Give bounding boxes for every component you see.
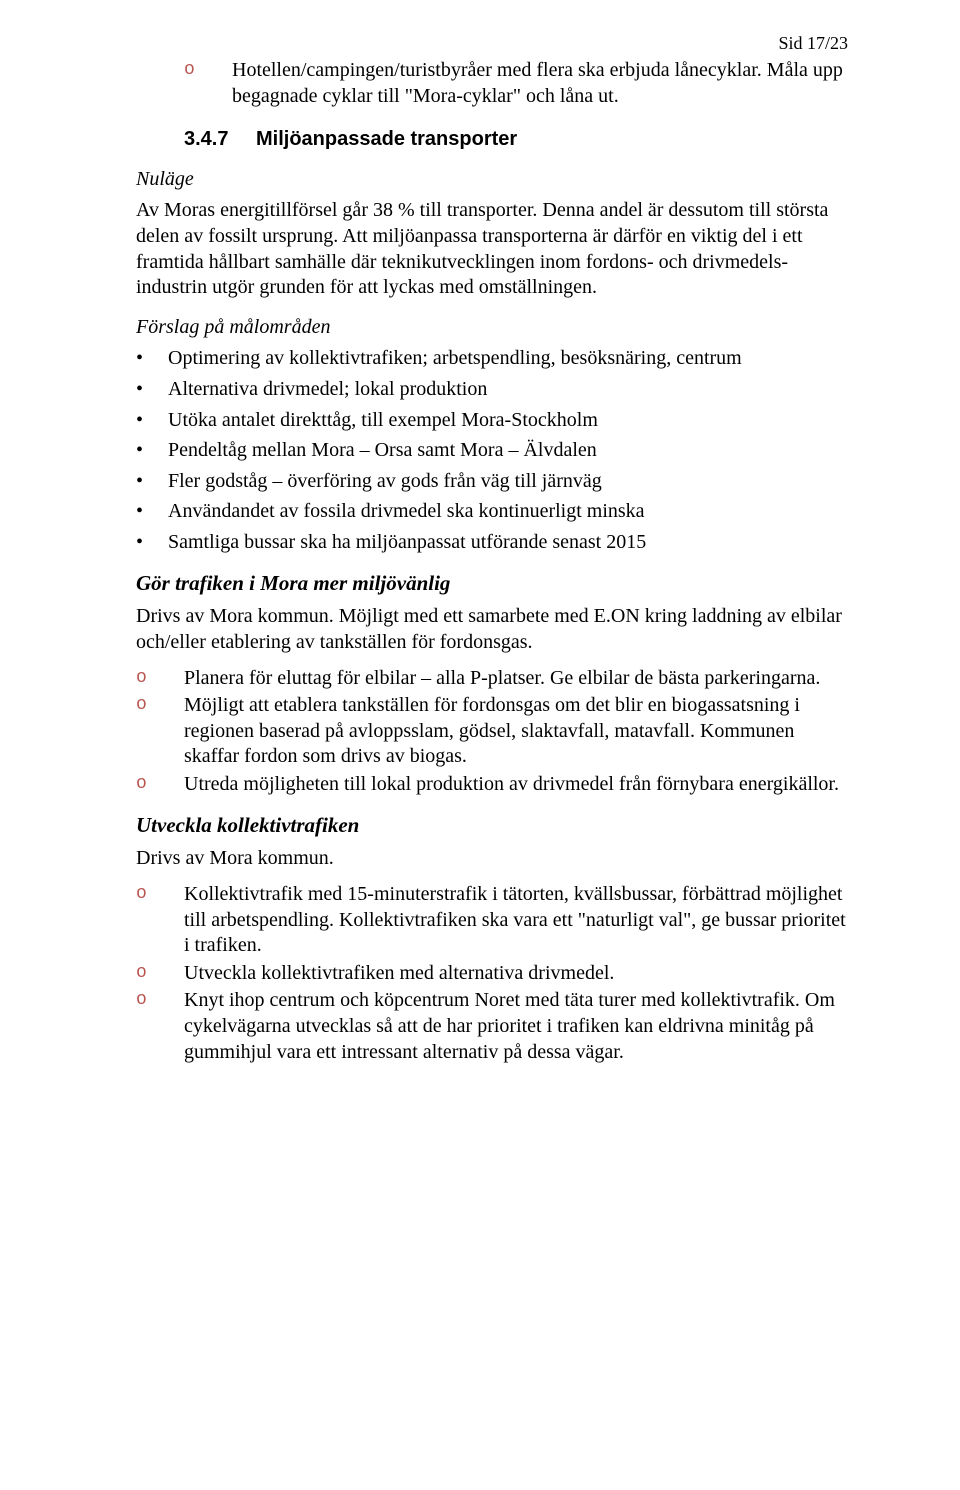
- bullet-item: • Samtliga bussar ska ha miljöanpassat u…: [136, 530, 852, 556]
- circle-marker-icon: o: [136, 961, 184, 985]
- nulage-label: Nuläge: [136, 167, 852, 193]
- bullet-text: Användandet av fossila drivmedel ska kon…: [168, 499, 852, 525]
- circle-marker-icon: o: [136, 772, 184, 796]
- nulage-paragraph: Av Moras energitillförsel går 38 % till …: [136, 198, 852, 300]
- bullet-text: Alternativa drivmedel; lokal produktion: [168, 377, 852, 403]
- block1-item-text: Utreda möjligheten till lokal produktion…: [184, 772, 852, 798]
- bullet-text: Optimering av kollektivtrafiken; arbetsp…: [168, 346, 852, 372]
- block2-heading: Utveckla kollektivtrafiken: [136, 812, 852, 839]
- bullet-icon: •: [136, 377, 168, 403]
- block1-heading: Gör trafiken i Mora mer miljövänlig: [136, 570, 852, 597]
- bullet-item: • Fler godståg – överföring av gods från…: [136, 469, 852, 495]
- bullet-icon: •: [136, 408, 168, 434]
- bullet-text: Fler godståg – överföring av gods från v…: [168, 469, 852, 495]
- block1-item: o Utreda möjligheten till lokal produkti…: [136, 772, 852, 798]
- document-page: Sid 17/23 o Hotellen/campingen/turistbyr…: [0, 0, 960, 1490]
- bullet-text: Samtliga bussar ska ha miljöanpassat utf…: [168, 530, 852, 556]
- bullet-icon: •: [136, 499, 168, 525]
- circle-marker-icon: o: [136, 882, 184, 906]
- block1-lead: Drivs av Mora kommun. Möjligt med ett sa…: [136, 604, 852, 655]
- circle-marker-icon: o: [136, 988, 184, 1012]
- intro-item-text: Hotellen/campingen/turistbyråer med fler…: [232, 58, 852, 109]
- circle-marker-icon: o: [136, 666, 184, 690]
- bullet-text: Pendeltåg mellan Mora – Orsa samt Mora –…: [168, 438, 852, 464]
- bullet-item: • Alternativa drivmedel; lokal produktio…: [136, 377, 852, 403]
- bullet-icon: •: [136, 346, 168, 372]
- section-number: 3.4.7: [136, 127, 256, 153]
- bullet-text: Utöka antalet direkttåg, till exempel Mo…: [168, 408, 852, 434]
- bullet-item: • Optimering av kollektivtrafiken; arbet…: [136, 346, 852, 372]
- page-number: Sid 17/23: [778, 32, 848, 55]
- forslag-label: Förslag på målområden: [136, 315, 852, 341]
- bullet-item: • Användandet av fossila drivmedel ska k…: [136, 499, 852, 525]
- circle-marker-icon: o: [136, 58, 232, 82]
- bullet-icon: •: [136, 469, 168, 495]
- bullet-icon: •: [136, 530, 168, 556]
- bullet-item: • Utöka antalet direkttåg, till exempel …: [136, 408, 852, 434]
- bullet-icon: •: [136, 438, 168, 464]
- block2-item-text: Utveckla kollektivtrafiken med alternati…: [184, 961, 852, 987]
- block1-item-text: Möjligt att etablera tankställen för for…: [184, 693, 852, 770]
- bullet-item: • Pendeltåg mellan Mora – Orsa samt Mora…: [136, 438, 852, 464]
- section-title: Miljöanpassade transporter: [256, 127, 852, 153]
- intro-list-item: o Hotellen/campingen/turistbyråer med fl…: [136, 58, 852, 109]
- section-heading: 3.4.7 Miljöanpassade transporter: [136, 127, 852, 153]
- block1-item-text: Planera för eluttag för elbilar – alla P…: [184, 666, 852, 692]
- block1-item: o Planera för eluttag för elbilar – alla…: [136, 666, 852, 692]
- block2-item-text: Knyt ihop centrum och köpcentrum Noret m…: [184, 988, 852, 1065]
- block2-lead: Drivs av Mora kommun.: [136, 846, 852, 872]
- block2-item: o Kollektivtrafik med 15-minuterstrafik …: [136, 882, 852, 959]
- block2-item: o Utveckla kollektivtrafiken med alterna…: [136, 961, 852, 987]
- block1-item: o Möjligt att etablera tankställen för f…: [136, 693, 852, 770]
- block2-item: o Knyt ihop centrum och köpcentrum Noret…: [136, 988, 852, 1065]
- circle-marker-icon: o: [136, 693, 184, 717]
- block2-item-text: Kollektivtrafik med 15-minuterstrafik i …: [184, 882, 852, 959]
